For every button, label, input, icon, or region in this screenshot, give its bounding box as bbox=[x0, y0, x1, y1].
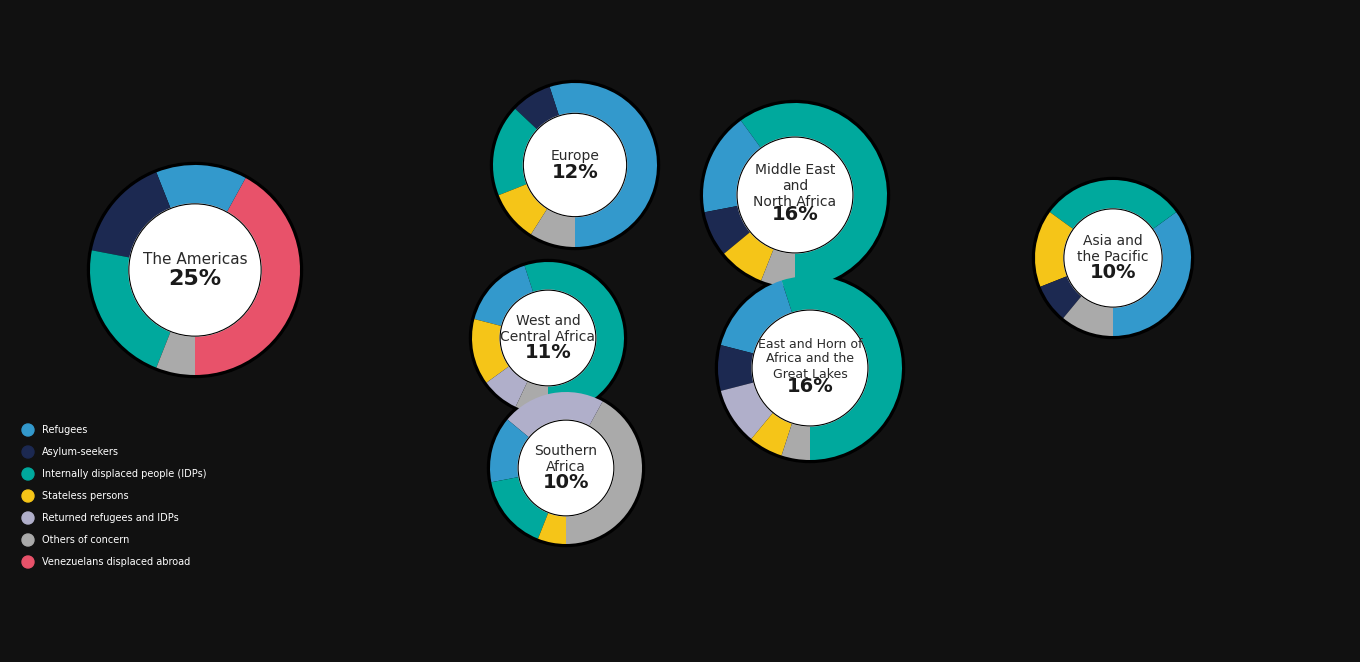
Circle shape bbox=[22, 556, 34, 568]
Text: West and
Central Africa: West and Central Africa bbox=[500, 314, 596, 344]
Text: 10%: 10% bbox=[1089, 263, 1136, 281]
Wedge shape bbox=[782, 276, 902, 460]
Wedge shape bbox=[507, 392, 602, 438]
Wedge shape bbox=[494, 109, 537, 195]
Text: Stateless persons: Stateless persons bbox=[42, 491, 129, 501]
Circle shape bbox=[87, 162, 302, 377]
Wedge shape bbox=[475, 265, 533, 326]
Text: 16%: 16% bbox=[771, 205, 819, 224]
Wedge shape bbox=[491, 477, 548, 539]
Wedge shape bbox=[782, 423, 811, 460]
Wedge shape bbox=[530, 209, 575, 247]
Wedge shape bbox=[1050, 180, 1176, 229]
Wedge shape bbox=[156, 332, 194, 375]
Wedge shape bbox=[1040, 276, 1081, 318]
Wedge shape bbox=[539, 512, 566, 544]
Text: 10%: 10% bbox=[543, 473, 589, 491]
Circle shape bbox=[469, 260, 627, 416]
Text: 16%: 16% bbox=[786, 377, 834, 396]
Wedge shape bbox=[751, 412, 792, 455]
Circle shape bbox=[22, 468, 34, 480]
Circle shape bbox=[524, 113, 627, 216]
Wedge shape bbox=[487, 366, 528, 406]
Wedge shape bbox=[741, 103, 887, 287]
Text: The Americas: The Americas bbox=[143, 252, 248, 267]
Circle shape bbox=[22, 424, 34, 436]
Circle shape bbox=[22, 534, 34, 546]
Text: 11%: 11% bbox=[525, 342, 571, 361]
Text: Internally displaced people (IDPs): Internally displaced people (IDPs) bbox=[42, 469, 207, 479]
Text: Europe: Europe bbox=[551, 149, 600, 163]
Circle shape bbox=[22, 446, 34, 458]
Circle shape bbox=[737, 137, 853, 253]
Wedge shape bbox=[1035, 212, 1073, 287]
Text: East and Horn of
Africa and the
Great Lakes: East and Horn of Africa and the Great La… bbox=[758, 338, 862, 381]
Wedge shape bbox=[515, 87, 559, 130]
Text: Middle East
and
North Africa: Middle East and North Africa bbox=[753, 163, 836, 209]
Wedge shape bbox=[703, 120, 762, 213]
Text: Southern
Africa: Southern Africa bbox=[534, 444, 597, 474]
Wedge shape bbox=[499, 184, 547, 234]
Wedge shape bbox=[724, 232, 774, 281]
Text: Refugees: Refugees bbox=[42, 425, 87, 435]
Wedge shape bbox=[90, 250, 170, 367]
Circle shape bbox=[1032, 177, 1194, 338]
Circle shape bbox=[487, 389, 645, 547]
Wedge shape bbox=[549, 83, 657, 247]
Text: Asylum-seekers: Asylum-seekers bbox=[42, 447, 120, 457]
Wedge shape bbox=[718, 345, 753, 391]
Circle shape bbox=[518, 420, 613, 516]
Circle shape bbox=[491, 81, 660, 250]
Wedge shape bbox=[721, 281, 792, 354]
Text: Asia and
the Pacific: Asia and the Pacific bbox=[1077, 234, 1149, 264]
Text: Venezuelans displaced abroad: Venezuelans displaced abroad bbox=[42, 557, 190, 567]
Wedge shape bbox=[762, 249, 796, 287]
Wedge shape bbox=[194, 178, 301, 375]
Circle shape bbox=[1064, 209, 1163, 307]
Wedge shape bbox=[472, 319, 509, 383]
Wedge shape bbox=[515, 381, 548, 414]
Wedge shape bbox=[566, 401, 642, 544]
Text: 25%: 25% bbox=[169, 269, 222, 289]
Circle shape bbox=[700, 101, 889, 289]
Circle shape bbox=[752, 310, 868, 426]
Wedge shape bbox=[490, 420, 529, 482]
Text: Others of concern: Others of concern bbox=[42, 535, 129, 545]
Wedge shape bbox=[92, 172, 170, 258]
Circle shape bbox=[129, 204, 261, 336]
Circle shape bbox=[22, 512, 34, 524]
Text: 12%: 12% bbox=[552, 164, 598, 183]
Wedge shape bbox=[156, 165, 246, 212]
Wedge shape bbox=[1112, 212, 1191, 336]
Circle shape bbox=[715, 273, 904, 463]
Circle shape bbox=[500, 290, 596, 386]
Circle shape bbox=[22, 490, 34, 502]
Wedge shape bbox=[721, 383, 772, 439]
Wedge shape bbox=[1064, 296, 1112, 336]
Wedge shape bbox=[704, 206, 751, 254]
Text: Returned refugees and IDPs: Returned refugees and IDPs bbox=[42, 513, 178, 523]
Wedge shape bbox=[525, 262, 624, 414]
